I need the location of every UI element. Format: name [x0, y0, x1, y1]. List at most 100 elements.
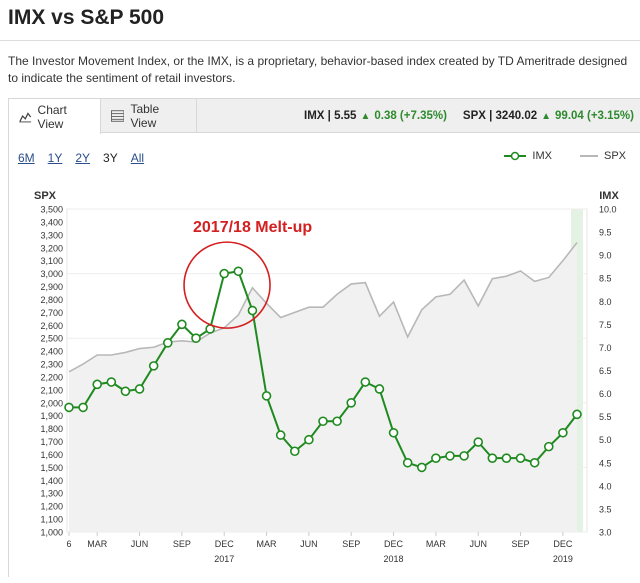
imx-data-point	[543, 441, 554, 452]
imx-data-point	[78, 402, 88, 413]
right-tick-label: 5.0	[599, 435, 612, 445]
chart-icon	[19, 111, 32, 122]
left-axis-title: SPX	[34, 190, 57, 202]
range-1y[interactable]: 1Y	[47, 151, 63, 165]
legend-imx[interactable]: IMX	[504, 150, 552, 162]
range-all[interactable]: All	[130, 151, 145, 165]
x-year-label: 2018	[384, 554, 404, 564]
x-tick-label: MAR	[426, 539, 447, 549]
left-tick-label: 1,200	[40, 502, 63, 512]
right-tick-label: 3.0	[599, 528, 612, 538]
imx-data-point	[64, 402, 74, 413]
chart-legend: IMX SPX	[504, 150, 626, 162]
left-tick-label: 1,600	[40, 450, 63, 460]
x-tick-label: MAR	[257, 539, 278, 549]
left-tick-label: 2,000	[40, 398, 63, 408]
x-tick-label: DEC	[384, 539, 404, 549]
right-tick-label: 6.5	[599, 366, 612, 376]
imx-data-point	[106, 377, 117, 387]
x-tick-label: DEC	[215, 539, 235, 549]
x-tick-label: 6	[66, 539, 71, 549]
melt-up-annotation: 2017/18 Melt-up	[193, 219, 312, 236]
right-tick-label: 10.0	[599, 205, 617, 215]
right-tick-label: 4.0	[599, 481, 612, 491]
x-year-label: 2019	[553, 554, 573, 564]
left-tick-label: 1,900	[40, 411, 63, 421]
tab-chart-view-label: Chart View	[37, 102, 67, 131]
spx-series-line	[68, 242, 578, 373]
imx-quote: IMX | 5.55	[304, 110, 357, 122]
right-tick-label: 8.5	[599, 274, 612, 284]
right-tick-label: 5.5	[599, 412, 612, 422]
imx-data-point	[289, 446, 300, 457]
imx-data-point	[318, 416, 328, 427]
imx-data-point	[572, 409, 582, 420]
right-tick-label: 9.5	[599, 228, 612, 238]
imx-data-point	[431, 453, 441, 463]
left-tick-label: 2,800	[40, 295, 63, 305]
x-tick-label: SEP	[512, 539, 530, 549]
spx-change: 99.04 (+3.15%)	[555, 110, 634, 122]
left-tick-label: 2,400	[40, 347, 63, 357]
spx-up-arrow-icon: ▲	[541, 110, 552, 122]
imx-data-point	[487, 453, 498, 463]
x-tick-label: DEC	[553, 539, 573, 549]
chart-panel: Chart View Table View IMX | 5.55 ▲ 0.38 …	[8, 98, 640, 577]
page-description: The Investor Movement Index, or the IMX,…	[8, 54, 628, 85]
spx-quote: SPX | 3240.02	[462, 110, 538, 122]
left-tick-label: 2,300	[40, 360, 63, 370]
imx-data-point	[120, 386, 131, 397]
tab-table-view[interactable]: Table View	[101, 99, 197, 133]
left-tick-label: 1,100	[40, 515, 63, 525]
imx-data-point	[374, 384, 385, 394]
left-tick-label: 1,800	[40, 424, 63, 434]
imx-data-point	[233, 266, 244, 277]
range-selector: 6M 1Y 2Y 3Y All	[18, 151, 144, 165]
left-tick-label: 1,700	[40, 437, 63, 447]
right-tick-label: 6.0	[599, 389, 612, 399]
imx-data-point	[388, 427, 399, 438]
x-tick-label: JUN	[131, 539, 149, 549]
left-tick-label: 3,500	[40, 205, 63, 215]
imx-data-point	[346, 398, 357, 408]
imx-data-point	[134, 384, 145, 394]
imx-data-point	[261, 391, 272, 401]
imx-spx-chart[interactable]: SPX IMX 1,000 1,100 1,200 1,300 1,400 1,500 1,60…	[1, 179, 640, 578]
range-3y[interactable]: 3Y	[103, 151, 118, 165]
left-tick-label: 2,200	[40, 372, 63, 382]
imx-data-point	[501, 453, 512, 463]
imx-data-point	[360, 377, 371, 387]
imx-data-point	[177, 319, 187, 330]
tab-chart-view[interactable]: Chart View	[9, 99, 101, 134]
range-6m[interactable]: 6M	[18, 151, 35, 165]
right-tick-label: 4.5	[599, 458, 612, 468]
imx-data-point	[473, 437, 484, 447]
imx-data-point	[304, 434, 314, 445]
table-icon	[111, 110, 125, 122]
legend-spx[interactable]: SPX	[579, 150, 626, 162]
right-axis-title: IMX	[599, 190, 619, 202]
x-tick-label: JUN	[469, 539, 487, 549]
left-tick-label: 3,300	[40, 230, 63, 240]
left-tick-label: 3,000	[40, 269, 63, 279]
x-year-label: 2017	[214, 554, 234, 564]
left-tick-label: 3,400	[40, 217, 63, 227]
imx-data-point	[162, 338, 173, 348]
x-tick-label: JUN	[300, 539, 318, 549]
imx-data-point	[445, 451, 455, 461]
x-tick-label: SEP	[342, 539, 360, 549]
x-tick-label: MAR	[87, 539, 108, 549]
range-2y[interactable]: 2Y	[75, 151, 91, 165]
imx-change: 0.38 (+7.35%)	[374, 110, 447, 122]
imx-data-point	[459, 451, 469, 461]
left-tick-label: 1,000	[40, 528, 63, 538]
legend-spx-label: SPX	[603, 150, 626, 162]
imx-data-point	[219, 268, 230, 279]
tab-bar: Chart View Table View IMX | 5.55 ▲ 0.38 …	[9, 99, 640, 134]
right-tick-label: 8.0	[599, 297, 612, 307]
right-tick-label: 3.5	[599, 504, 612, 514]
imx-up-arrow-icon: ▲	[360, 110, 371, 122]
left-tick-label: 2,700	[40, 308, 63, 318]
right-tick-label: 7.5	[599, 320, 612, 330]
right-tick-label: 7.0	[599, 343, 612, 353]
